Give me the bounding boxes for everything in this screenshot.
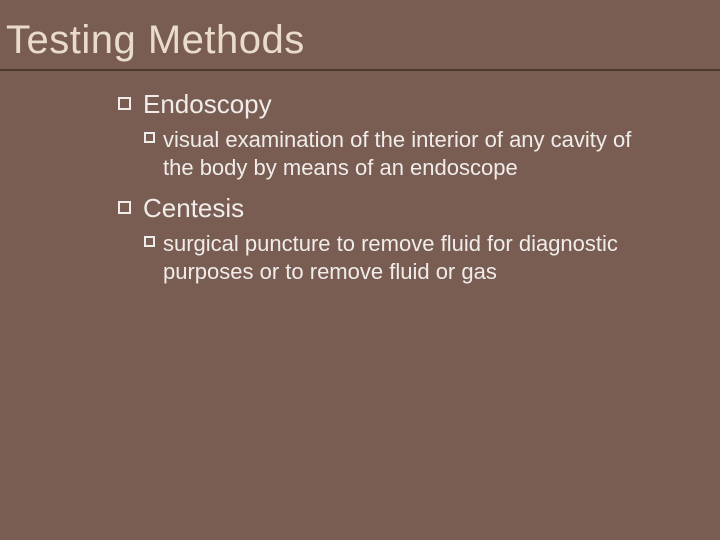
sub-list: surgical puncture to remove fluid for di… [118,224,680,285]
item-head: Centesis [118,193,680,224]
square-bullet-small-icon [144,236,155,247]
slide-title: Testing Methods [0,0,720,71]
square-bullet-icon [118,201,131,214]
square-bullet-icon [118,97,131,110]
item-title: Endoscopy [143,89,272,120]
slide-content: Endoscopy visual examination of the inte… [0,71,720,285]
square-bullet-small-icon [144,132,155,143]
sub-item: visual examination of the interior of an… [144,126,680,181]
sub-text: surgical puncture to remove fluid for di… [163,230,633,285]
item-title: Centesis [143,193,244,224]
list-item: Endoscopy visual examination of the inte… [118,89,680,181]
slide: Testing Methods Endoscopy visual examina… [0,0,720,540]
list-item: Centesis surgical puncture to remove flu… [118,193,680,285]
sub-item: surgical puncture to remove fluid for di… [144,230,680,285]
item-head: Endoscopy [118,89,680,120]
sub-list: visual examination of the interior of an… [118,120,680,181]
sub-text: visual examination of the interior of an… [163,126,633,181]
